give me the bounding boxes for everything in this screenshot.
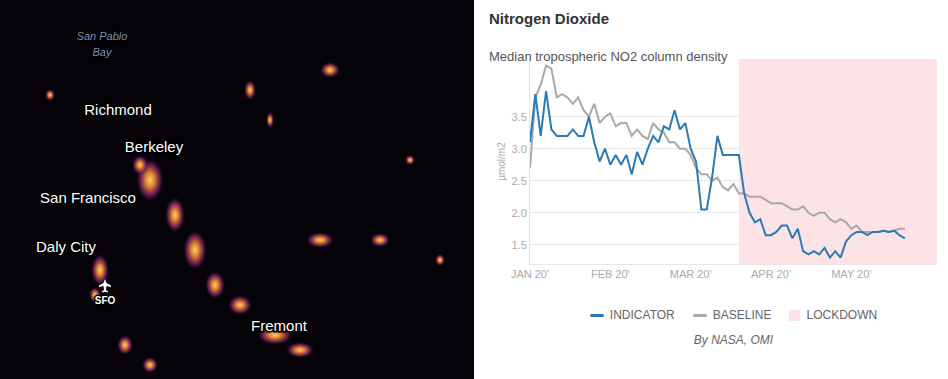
svg-text:3.5: 3.5: [512, 111, 527, 123]
svg-text:San Pablo: San Pablo: [77, 30, 128, 42]
html-text:Median tropospheric NO2 column: Median tropospheric NO2 column density: [489, 49, 728, 64]
svg-text:1.5: 1.5: [512, 239, 527, 251]
svg-text:3.0: 3.0: [512, 143, 527, 155]
html-text:LOCKDOWN: LOCKDOWN: [806, 307, 878, 322]
html-text:By NASA, OMI: By NASA, OMI: [693, 333, 774, 347]
svg-text:Daly City: Daly City: [36, 238, 97, 255]
svg-text:MAR 20': MAR 20': [670, 268, 712, 280]
svg-text:MAY 20': MAY 20': [831, 268, 871, 280]
svg-text:FEB 20': FEB 20': [591, 268, 630, 280]
svg-text:Richmond: Richmond: [84, 101, 152, 118]
html-text:BASELINE: BASELINE: [712, 307, 772, 322]
html-text:Nitrogen Dioxide: Nitrogen Dioxide: [489, 10, 609, 27]
svg-text:2.5: 2.5: [512, 175, 527, 187]
svg-text:Bay: Bay: [93, 46, 113, 58]
svg-text:San Francisco: San Francisco: [40, 189, 136, 206]
html-text:INDICATOR: INDICATOR: [609, 307, 675, 322]
svg-text:Fremont: Fremont: [251, 317, 308, 334]
svg-text:µmol/m2: µmol/m2: [496, 142, 507, 181]
svg-text:2.0: 2.0: [512, 207, 527, 219]
svg-text:Berkeley: Berkeley: [125, 138, 184, 155]
svg-text:SFO: SFO: [95, 295, 116, 306]
svg-text:APR 20': APR 20': [751, 268, 791, 280]
svg-text:JAN 20': JAN 20': [511, 268, 549, 280]
